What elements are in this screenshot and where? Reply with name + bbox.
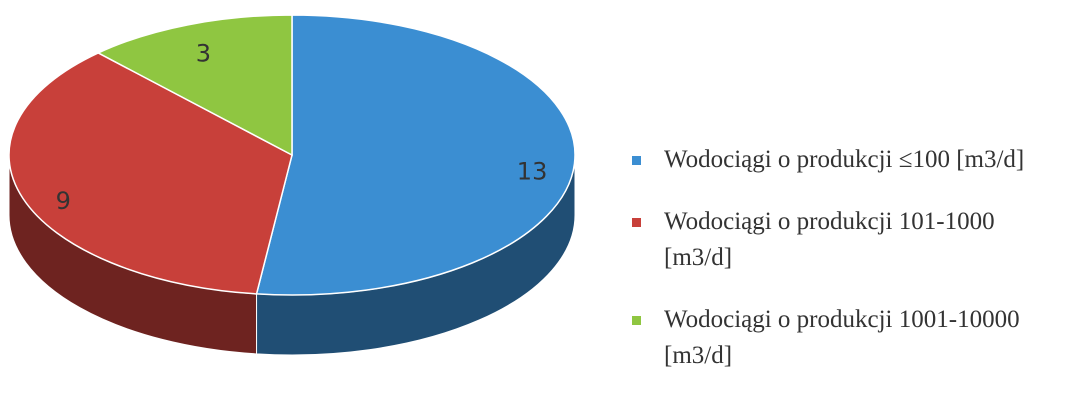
data-label: 13 [517,157,548,185]
legend-item: Wodociągi o produkcji 101-1000 [m3/d] [628,204,1068,276]
pie-slice [8,52,293,295]
legend-label: Wodociągi o produkcji ≤100 [m3/d] [664,146,1025,173]
legend-swatch [632,316,641,325]
data-label: 9 [56,187,71,215]
legend: Wodociągi o produkcji ≤100 [m3/d] Wodocią… [628,142,1068,400]
pie-slice [96,14,293,157]
legend-item: Wodociągi o produkcji 1001-10000 [m3/d] [628,302,1068,374]
legend-label: Wodociągi o produkcji 101-1000 [m3/d] [664,208,995,271]
legend-label: Wodociągi o produkcji 1001-10000 [m3/d] [664,306,1020,369]
pie-chart: 13 9 3 [8,14,576,356]
legend-swatch [632,156,641,165]
legend-item: Wodociągi o produkcji ≤100 [m3/d] [628,142,1068,178]
legend-swatch [632,218,641,227]
data-label: 3 [196,39,211,67]
pie-slice [255,14,576,296]
